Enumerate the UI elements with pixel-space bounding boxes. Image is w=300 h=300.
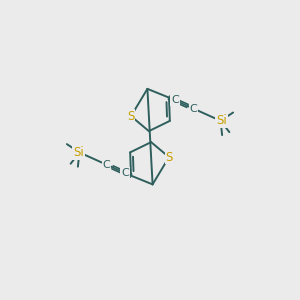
Text: C: C — [121, 168, 129, 178]
Text: S: S — [165, 151, 173, 164]
Text: C: C — [103, 160, 110, 170]
Text: C: C — [171, 95, 179, 105]
Text: Si: Si — [73, 146, 84, 159]
Text: Si: Si — [216, 114, 227, 127]
Text: S: S — [127, 110, 135, 123]
Text: C: C — [190, 103, 197, 114]
